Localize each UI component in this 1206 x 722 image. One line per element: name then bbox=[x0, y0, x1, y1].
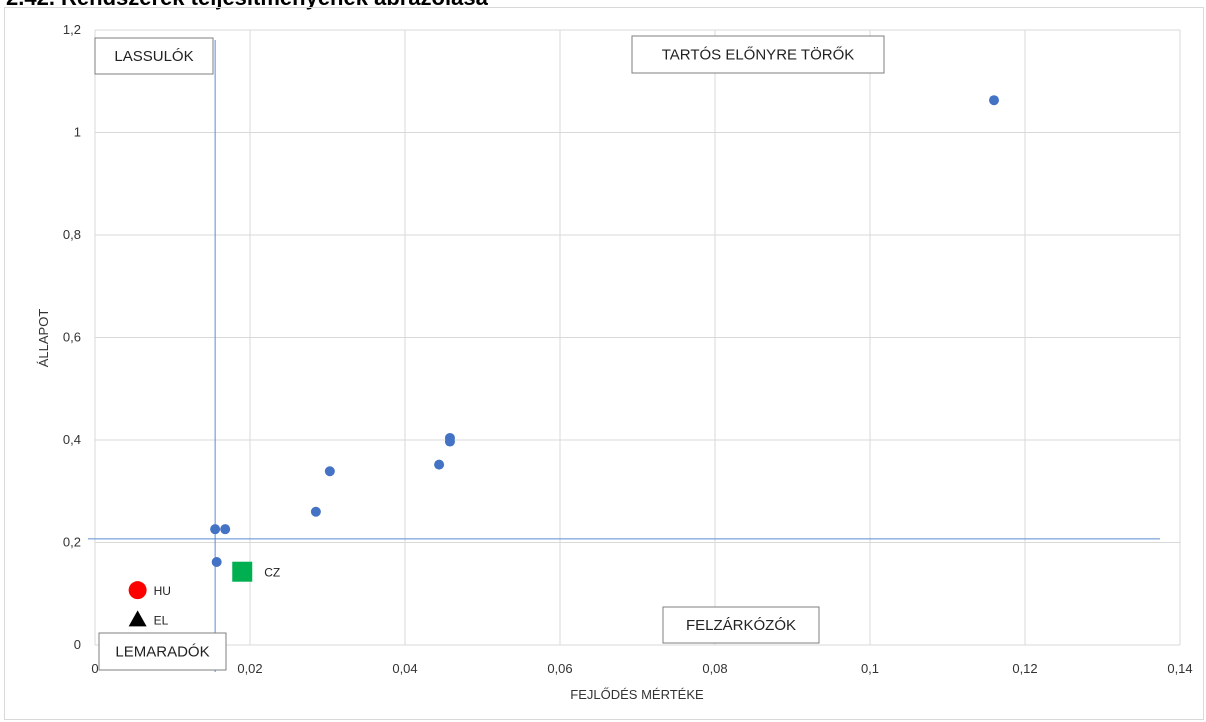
data-point-hu bbox=[128, 581, 147, 600]
quadrant-label-top-right: TARTÓS ELŐNYRE TÖRŐK bbox=[631, 35, 885, 74]
y-tick-label: 1 bbox=[74, 125, 81, 140]
quadrant-label-bottom-left: LEMARADÓK bbox=[98, 632, 227, 671]
data-point bbox=[211, 556, 222, 567]
quadrant-label-top-left: LASSULÓK bbox=[94, 37, 214, 75]
quadrant-label-text: FELZÁRKÓZÓK bbox=[686, 617, 796, 634]
data-point-el bbox=[128, 610, 147, 627]
quadrant-label-text: TARTÓS ELŐNYRE TÖRŐK bbox=[662, 46, 855, 64]
y-tick-label: 0,6 bbox=[63, 330, 81, 345]
x-tick-label: 0,1 bbox=[861, 661, 879, 676]
x-tick-label: 0,08 bbox=[702, 661, 727, 676]
y-axis-title: ÁLLAPOT bbox=[36, 309, 51, 368]
quadrant-label-text: LEMARADÓK bbox=[115, 644, 209, 661]
data-point bbox=[989, 95, 999, 106]
data-point bbox=[434, 459, 445, 470]
y-tick-label: 0,4 bbox=[63, 432, 81, 447]
data-point bbox=[220, 524, 231, 535]
grid-layer bbox=[94, 29, 1181, 646]
x-tick-label: 0,14 bbox=[1167, 661, 1192, 676]
x-axis-title: FEJLŐDÉS MÉRTÉKE bbox=[570, 687, 704, 702]
y-tick-label: 1,2 bbox=[63, 22, 81, 37]
page-title: 2.42. Rendszerek teljesítményének ábrázo… bbox=[6, 0, 488, 11]
x-tick-label: 0,12 bbox=[1012, 661, 1037, 676]
data-point bbox=[310, 506, 321, 517]
point-label-cz: CZ bbox=[264, 566, 280, 580]
data-point-cz bbox=[232, 561, 253, 582]
data-point bbox=[324, 466, 335, 477]
x-tick-label: 0,06 bbox=[547, 661, 572, 676]
tick-labels: 0 0,02 0,04 0,06 0,08 0,1 0,12 0,14 0 0,2 0,4 0,6 0,… bbox=[63, 22, 1193, 676]
data-point bbox=[444, 436, 455, 447]
quadrant-label-box bbox=[631, 35, 885, 74]
point-label-el: EL bbox=[154, 613, 169, 627]
quadrant-label-bottom-right: FELZÁRKÓZÓK bbox=[662, 606, 820, 644]
x-tick-label: 0 bbox=[91, 661, 98, 676]
point-label-hu: HU bbox=[154, 584, 171, 598]
quadrant-label-box bbox=[98, 632, 227, 671]
x-tick-label: 0,02 bbox=[237, 661, 262, 676]
data-points: CZ HU EL bbox=[128, 95, 999, 627]
data-point bbox=[210, 524, 221, 535]
x-tick-label: 0,04 bbox=[392, 661, 417, 676]
quadrant-label-box bbox=[662, 606, 820, 644]
quadrant-label-text: LASSULÓK bbox=[114, 48, 193, 65]
y-tick-label: 0 bbox=[74, 637, 81, 652]
y-tick-label: 0,8 bbox=[63, 227, 81, 242]
quadrant-labels: LASSULÓK TARTÓS ELŐNYRE TÖRŐK LEMARADÓK FEL… bbox=[94, 35, 885, 671]
quadrant-label-box bbox=[94, 37, 214, 75]
y-tick-label: 0,2 bbox=[63, 535, 81, 550]
chart-frame bbox=[4, 7, 1204, 720]
